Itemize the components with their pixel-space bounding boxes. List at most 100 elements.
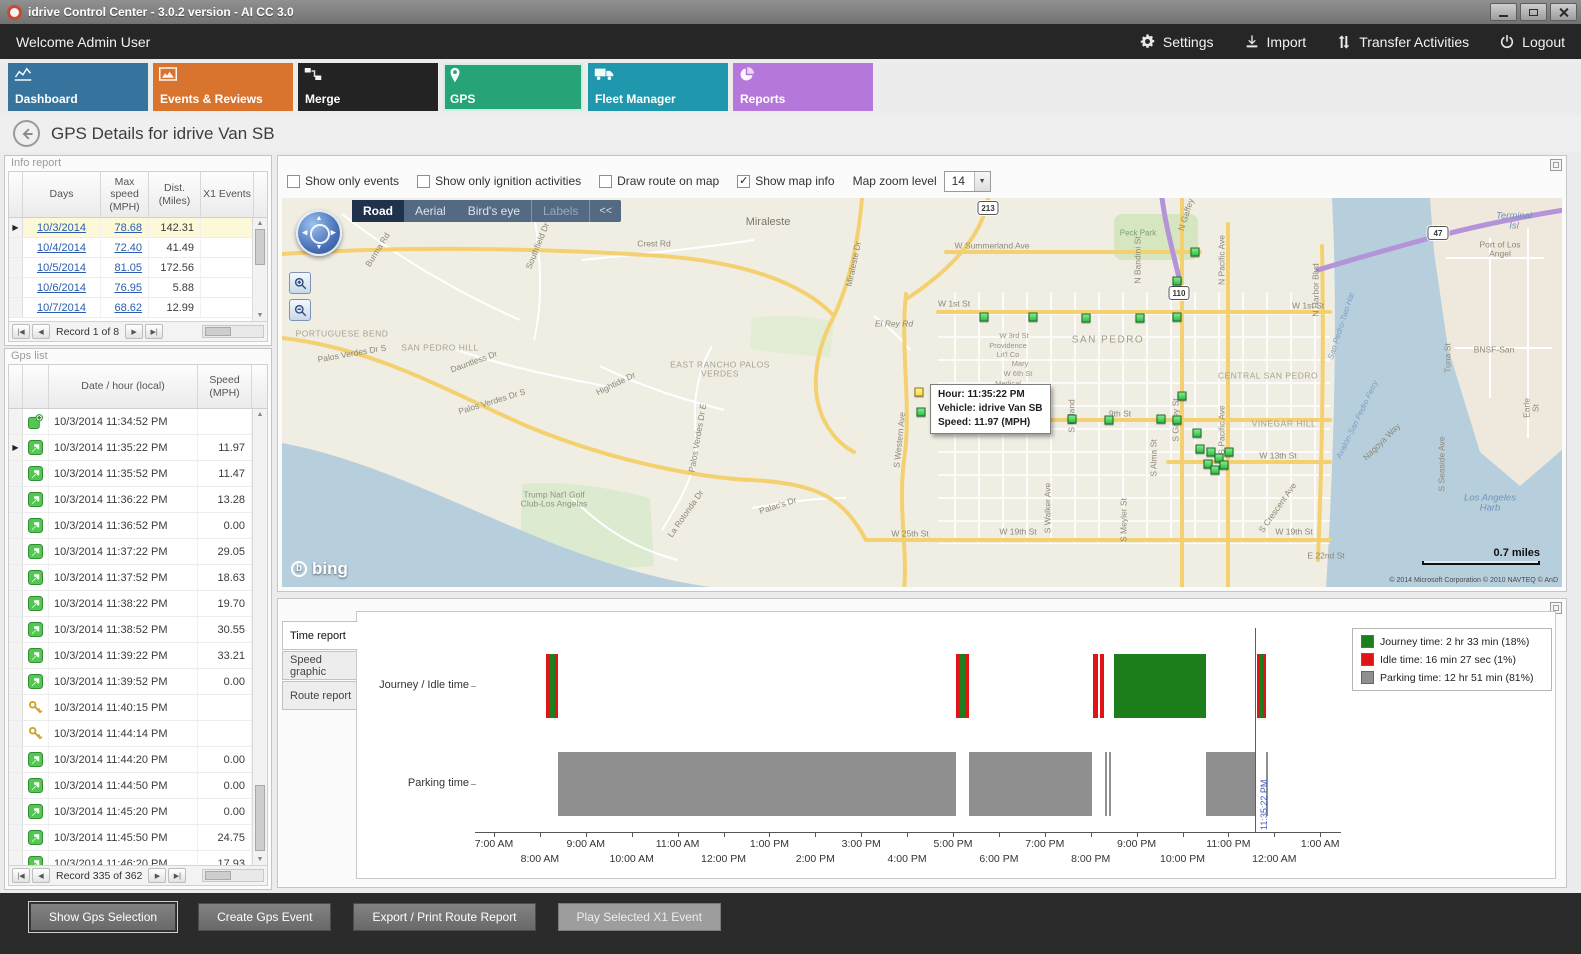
gps-marker[interactable]	[1224, 447, 1234, 457]
gps-list-row[interactable]: 10/3/2014 11:35:52 PM 11.47	[9, 461, 267, 487]
gps-list-row[interactable]: 10/3/2014 11:36:52 PM 0.00	[9, 513, 267, 539]
back-button[interactable]	[13, 120, 40, 147]
gps-list-row[interactable]: 10/3/2014 11:38:22 PM 19.70	[9, 591, 267, 617]
map-area[interactable]: Miraleste Peck Park W Summerland Ave Crest …	[282, 198, 1562, 587]
nav-tile-fleet-manager[interactable]: Fleet Manager	[588, 63, 728, 111]
gps-list-row[interactable]: 10/3/2014 11:34:52 PM	[9, 409, 267, 435]
date-link[interactable]: 10/3/2014	[37, 221, 86, 234]
gps-marker[interactable]	[1192, 428, 1202, 438]
close-button[interactable]	[1550, 3, 1577, 21]
gps-marker[interactable]	[1028, 312, 1038, 322]
map-zoom-in-button[interactable]	[289, 272, 311, 294]
gps-list-row[interactable]: 10/3/2014 11:36:22 PM 13.28	[9, 487, 267, 513]
last-record-button[interactable]: ▶|	[145, 324, 164, 339]
scrollbar-thumb[interactable]	[205, 871, 231, 880]
scroll-down-icon[interactable]: ▼	[256, 312, 264, 319]
scroll-up-icon[interactable]: ▲	[256, 220, 264, 227]
gps-marker[interactable]	[1219, 460, 1229, 470]
gps-list-row[interactable]: ▶ 10/3/2014 11:35:22 PM 11.97	[9, 435, 267, 461]
gps-grid-vertical-scrollbar[interactable]: ▲ ▼	[252, 409, 267, 865]
info-max-speed-cell[interactable]: 78.68	[101, 218, 149, 237]
next-record-button[interactable]: ▶	[148, 868, 167, 883]
checkbox-show-map-info[interactable]: ✓ Show map info	[737, 174, 835, 188]
gps-list-row[interactable]: 10/3/2014 11:44:20 PM 0.00	[9, 747, 267, 773]
scroll-down-icon[interactable]: ▼	[256, 856, 264, 863]
pan-east-icon[interactable]: ▶	[330, 229, 336, 237]
checkbox-show-only-events[interactable]: Show only events	[287, 174, 399, 188]
pan-north-icon[interactable]: ▲	[315, 215, 323, 222]
date-link[interactable]: 10/6/2014	[37, 281, 86, 294]
info-report-row[interactable]: 10/6/2014 76.95 5.88	[9, 278, 267, 298]
gps-marker[interactable]	[1190, 247, 1200, 257]
gps-marker[interactable]	[1172, 276, 1182, 286]
nav-tile-dashboard[interactable]: Dashboard	[8, 63, 148, 111]
gps-marker[interactable]	[1081, 313, 1091, 323]
chart-tab-speed-graphic[interactable]: Speed graphic	[282, 651, 357, 680]
gps-list-row[interactable]: 10/3/2014 11:44:50 PM 0.00	[9, 773, 267, 799]
first-record-button[interactable]: |◀	[12, 868, 30, 883]
gps-list-row[interactable]: 10/3/2014 11:44:14 PM	[9, 721, 267, 747]
first-record-button[interactable]: |◀	[12, 324, 30, 339]
previous-record-button[interactable]: ◀	[32, 868, 50, 883]
pager-horizontal-scrollbar[interactable]	[202, 869, 264, 882]
checkbox-box[interactable]: ✓	[737, 174, 751, 188]
info-max-speed-cell[interactable]: 68.62	[101, 298, 149, 317]
info-max-speed-cell[interactable]: 72.40	[101, 238, 149, 257]
checkbox-box[interactable]	[599, 174, 613, 188]
map-style-tab-bird-s-eye[interactable]: Bird's eye	[467, 204, 520, 218]
scrollbar-thumb[interactable]	[255, 229, 265, 265]
info-report-row[interactable]: 10/4/2014 72.40 41.49	[9, 238, 267, 258]
checkbox-show-only-ignition-activities[interactable]: Show only ignition activities	[417, 174, 581, 188]
gps-marker[interactable]	[1177, 391, 1187, 401]
minimize-button[interactable]	[1490, 3, 1517, 21]
gps-list-row[interactable]: 10/3/2014 11:38:52 PM 30.55	[9, 617, 267, 643]
info-days-cell[interactable]: 10/6/2014	[23, 278, 101, 297]
map-zoom-out-button[interactable]	[289, 299, 311, 321]
show-gps-selection-button[interactable]: Show Gps Selection	[27, 901, 179, 933]
date-link[interactable]: 10/7/2014	[37, 301, 86, 314]
max-speed-link[interactable]: 78.68	[114, 221, 142, 234]
pan-south-icon[interactable]: ▼	[315, 244, 323, 251]
gps-list-row[interactable]: 10/3/2014 11:39:22 PM 33.21	[9, 643, 267, 669]
import-button[interactable]: Import	[1244, 34, 1306, 50]
gps-marker[interactable]	[1172, 415, 1182, 425]
gps-list-row[interactable]: 10/3/2014 11:46:20 PM 17.93	[9, 851, 267, 867]
map-style-tab-labels[interactable]: Labels	[531, 200, 591, 222]
export-print-route-report-button[interactable]: Export / Print Route Report	[353, 903, 536, 931]
max-speed-link[interactable]: 72.40	[114, 241, 142, 254]
pager-horizontal-scrollbar[interactable]	[202, 325, 264, 338]
maximize-button[interactable]	[1520, 3, 1547, 21]
nav-tile-gps[interactable]: GPS	[443, 63, 583, 111]
gps-marker[interactable]	[1195, 444, 1205, 454]
next-record-button[interactable]: ▶	[125, 324, 144, 339]
previous-record-button[interactable]: ◀	[32, 324, 50, 339]
gps-marker[interactable]	[916, 407, 926, 417]
gps-list-row[interactable]: 10/3/2014 11:39:52 PM 0.00	[9, 669, 267, 695]
max-speed-link[interactable]: 81.05	[114, 261, 142, 274]
last-record-button[interactable]: ▶|	[168, 868, 187, 883]
gps-list-row[interactable]: 10/3/2014 11:45:20 PM 0.00	[9, 799, 267, 825]
gps-marker[interactable]	[1172, 312, 1182, 322]
map-panel-collapse-button[interactable]	[1550, 159, 1562, 171]
chart-tab-route-report[interactable]: Route report	[282, 681, 357, 710]
date-link[interactable]: 10/5/2014	[37, 261, 86, 274]
map-tabbar-collapse-button[interactable]: <<	[599, 205, 613, 217]
selected-gps-marker[interactable]	[914, 387, 924, 397]
nav-tile-merge[interactable]: Merge	[298, 63, 438, 111]
time-cursor[interactable]	[1255, 628, 1257, 832]
info-days-cell[interactable]: 10/5/2014	[23, 258, 101, 277]
gps-marker[interactable]	[979, 312, 989, 322]
settings-button[interactable]: Settings	[1139, 33, 1214, 50]
gps-list-row[interactable]: 10/3/2014 11:37:52 PM 18.63	[9, 565, 267, 591]
nav-tile-reports[interactable]: Reports	[733, 63, 873, 111]
gps-marker[interactable]	[1156, 414, 1166, 424]
date-link[interactable]: 10/4/2014	[37, 241, 86, 254]
info-report-row[interactable]: ▶ 10/3/2014 78.68 142.31	[9, 218, 267, 238]
info-report-row[interactable]: 10/7/2014 68.62 12.99	[9, 298, 267, 318]
info-max-speed-cell[interactable]: 76.95	[101, 278, 149, 297]
gps-marker[interactable]	[1206, 447, 1216, 457]
info-days-cell[interactable]: 10/3/2014	[23, 218, 101, 237]
max-speed-link[interactable]: 76.95	[114, 281, 142, 294]
gps-list-row[interactable]: 10/3/2014 11:40:15 PM	[9, 695, 267, 721]
gps-list-row[interactable]: 10/3/2014 11:45:50 PM 24.75	[9, 825, 267, 851]
